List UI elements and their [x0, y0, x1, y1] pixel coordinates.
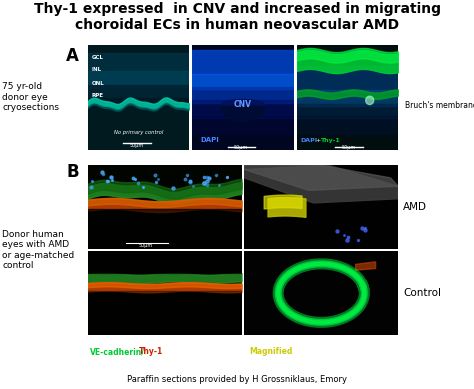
Text: choroidal ECs in human neovascular AMD: choroidal ECs in human neovascular AMD — [75, 18, 399, 32]
Text: 50μm: 50μm — [139, 243, 153, 248]
Text: A: A — [66, 47, 79, 65]
Bar — [88, 209, 242, 249]
Polygon shape — [220, 99, 265, 106]
Text: +: + — [315, 138, 320, 144]
Text: 75 yr-old
donor eye
cryosections: 75 yr-old donor eye cryosections — [2, 82, 59, 112]
Text: No primary control: No primary control — [114, 130, 163, 135]
Text: Control: Control — [403, 288, 441, 298]
Bar — [88, 71, 189, 87]
Text: DAPI: DAPI — [301, 138, 318, 144]
Text: Donor human
eyes with AMD
or age-matched
control: Donor human eyes with AMD or age-matched… — [2, 230, 74, 270]
Bar — [192, 100, 294, 118]
Bar — [297, 116, 398, 134]
Polygon shape — [245, 165, 398, 203]
Text: 50μm: 50μm — [129, 143, 144, 148]
Bar — [88, 53, 189, 71]
Text: INL: INL — [92, 67, 102, 72]
Bar — [88, 291, 242, 335]
Text: CNV: CNV — [234, 100, 252, 109]
Bar — [192, 87, 294, 103]
Bar — [88, 98, 189, 113]
Text: DAPI: DAPI — [200, 137, 219, 144]
Text: RPE: RPE — [92, 93, 104, 98]
Text: B: B — [66, 163, 79, 181]
Circle shape — [365, 96, 374, 105]
Bar — [192, 74, 294, 89]
Bar — [297, 103, 398, 118]
Text: 50μm: 50μm — [341, 145, 356, 150]
Polygon shape — [245, 165, 398, 191]
Text: 50μm: 50μm — [234, 145, 248, 150]
Text: GCL: GCL — [92, 55, 104, 60]
Bar — [88, 85, 189, 100]
Polygon shape — [220, 106, 265, 121]
Text: VE-cadherin/: VE-cadherin/ — [90, 347, 145, 356]
Bar — [297, 90, 398, 106]
Text: Thy-1 expressed  in CNV and increased in migrating: Thy-1 expressed in CNV and increased in … — [34, 2, 440, 16]
Bar — [192, 116, 294, 134]
Bar — [297, 66, 398, 92]
Text: Bruch's membrane: Bruch's membrane — [405, 101, 474, 110]
Text: Magnified: Magnified — [249, 347, 292, 356]
Text: Thy-1: Thy-1 — [139, 347, 163, 356]
Bar — [192, 50, 294, 74]
Text: AMD: AMD — [403, 202, 427, 212]
Text: Thy-1: Thy-1 — [320, 138, 340, 144]
Bar — [88, 251, 242, 273]
Text: Paraffin sections provided by H Grossniklaus, Emory: Paraffin sections provided by H Grossnik… — [127, 375, 347, 384]
Text: ONL: ONL — [92, 81, 104, 86]
